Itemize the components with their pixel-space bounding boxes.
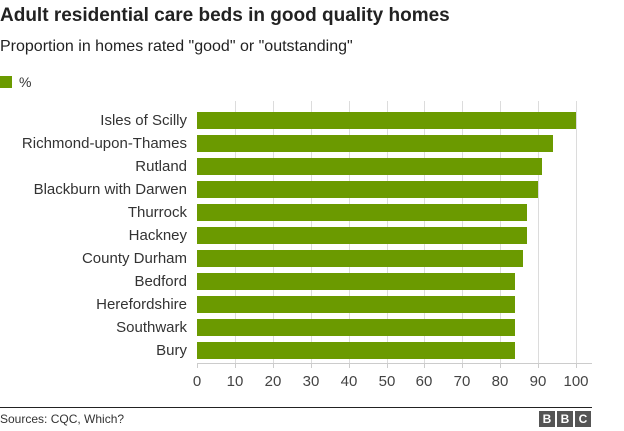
- x-tick-label: 20: [264, 373, 282, 390]
- x-tick-label: 80: [491, 373, 509, 390]
- bar: [197, 250, 523, 267]
- x-tick-label: 10: [226, 373, 244, 390]
- x-tick: [462, 363, 463, 368]
- bar: [197, 342, 516, 359]
- x-tick-label: 0: [192, 373, 202, 390]
- x-tick: [387, 363, 388, 368]
- bbc-logo-letter: B: [539, 411, 555, 427]
- chart-subtitle: Proportion in homes rated "good" or "out…: [0, 38, 353, 55]
- bar-row: [197, 135, 576, 152]
- bar-row: [197, 112, 576, 129]
- category-label: Isles of Scilly: [100, 112, 187, 129]
- x-tick-label: 50: [378, 373, 396, 390]
- bar-row: [197, 296, 576, 313]
- x-tick: [538, 363, 539, 368]
- x-tick: [235, 363, 236, 368]
- bbc-logo-letter: B: [557, 411, 573, 427]
- legend-swatch: [0, 76, 12, 88]
- bar: [197, 158, 542, 175]
- category-label: Blackburn with Darwen: [33, 181, 187, 198]
- bar: [197, 135, 554, 152]
- x-tick: [576, 363, 577, 368]
- x-tick: [273, 363, 274, 368]
- x-tick-label: 60: [415, 373, 433, 390]
- x-tick: [197, 363, 198, 368]
- chart-title: Adult residential care beds in good qual…: [0, 5, 450, 26]
- category-label: County Durham: [81, 250, 187, 267]
- bar-row: [197, 319, 576, 336]
- bar-row: [197, 204, 576, 221]
- bar: [197, 319, 516, 336]
- bar-row: [197, 181, 576, 198]
- x-tick-label: 90: [529, 373, 547, 390]
- category-label: Bedford: [134, 273, 187, 290]
- bar-row: [197, 342, 576, 359]
- category-label: Thurrock: [127, 204, 187, 221]
- category-label: Richmond-upon-Thames: [21, 135, 187, 152]
- bar: [197, 227, 527, 244]
- bbc-logo-letter: C: [575, 411, 591, 427]
- gridline: [538, 101, 539, 363]
- x-tick-label: 40: [340, 373, 358, 390]
- category-label: Hackney: [128, 227, 187, 244]
- bar: [197, 181, 539, 198]
- x-tick-label: 30: [302, 373, 320, 390]
- x-tick: [500, 363, 501, 368]
- bar-row: [197, 158, 576, 175]
- plot-area: 0 10 20 30 40 50 60 70 80 90 100: [193, 101, 592, 390]
- bbc-logo: B B C: [539, 411, 591, 427]
- bar-row: [197, 273, 576, 290]
- category-label: Herefordshire: [96, 296, 187, 313]
- footer-divider: [0, 407, 592, 408]
- bar: [197, 296, 516, 313]
- category-label: Bury: [156, 342, 187, 359]
- x-tick-label: 70: [453, 373, 471, 390]
- bar-row: [197, 250, 576, 267]
- legend: %: [0, 74, 31, 90]
- source-note: Sources: CQC, Which?: [0, 412, 125, 426]
- x-tick: [349, 363, 350, 368]
- category-label: Southwark: [116, 319, 187, 336]
- bar: [197, 112, 576, 129]
- x-tick: [424, 363, 425, 368]
- bar: [197, 273, 516, 290]
- category-label: Rutland: [135, 158, 187, 175]
- x-axis: [197, 363, 592, 364]
- legend-label: %: [19, 74, 32, 90]
- gridline: [576, 101, 577, 363]
- x-tick-label: 100: [563, 373, 589, 390]
- bar: [197, 204, 527, 221]
- x-tick: [311, 363, 312, 368]
- bar-row: [197, 227, 576, 244]
